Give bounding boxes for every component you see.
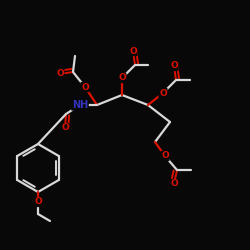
Text: O: O [159, 88, 167, 98]
Text: O: O [170, 180, 178, 188]
Text: O: O [34, 198, 42, 206]
Text: O: O [170, 62, 178, 70]
Text: O: O [81, 82, 89, 92]
Text: O: O [118, 74, 126, 82]
Text: NH: NH [72, 100, 88, 110]
Text: O: O [129, 46, 137, 56]
Text: O: O [61, 124, 69, 132]
Text: O: O [56, 70, 64, 78]
Text: O: O [161, 152, 169, 160]
